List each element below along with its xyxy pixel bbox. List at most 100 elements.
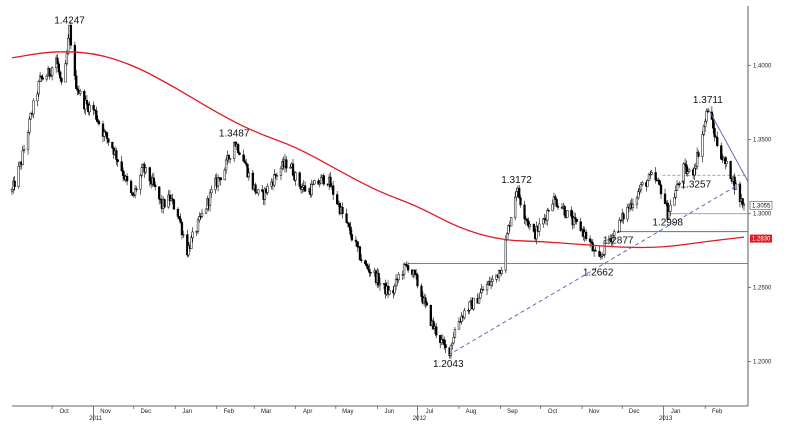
price-candle — [329, 171, 332, 188]
price-candle — [38, 71, 42, 83]
price-annotation-2: 1.3172 — [501, 175, 532, 186]
price-candle — [310, 179, 313, 198]
candle-body — [598, 251, 601, 257]
candle-body — [111, 141, 114, 149]
candle-body — [176, 209, 180, 217]
price-candle — [504, 235, 507, 274]
candle-body — [591, 242, 594, 252]
price-candle — [261, 184, 264, 193]
candle-body — [658, 180, 661, 186]
price-candle — [556, 203, 560, 210]
price-candle — [394, 273, 398, 291]
candle-body — [17, 165, 20, 187]
price-candle — [675, 180, 679, 192]
candle-body — [274, 174, 277, 176]
candle-body — [444, 344, 447, 348]
price-candle — [524, 215, 528, 226]
y-tick-label-1: 1.3500 — [753, 137, 772, 143]
price-candle — [575, 218, 578, 225]
price-candle — [650, 169, 653, 176]
price-candle — [57, 61, 60, 76]
candle-body — [190, 237, 193, 249]
candle-body — [682, 163, 685, 184]
price-candle — [101, 120, 105, 143]
price-candle — [685, 160, 688, 177]
candle-body — [104, 131, 107, 133]
y-tick-label-3: 1.2500 — [753, 285, 772, 291]
price-candle — [266, 183, 269, 196]
candle-body — [515, 191, 518, 198]
price-label-text: 1.3055 — [752, 203, 771, 209]
price-candle — [59, 70, 62, 82]
price-candle — [208, 189, 212, 212]
candle-body — [329, 176, 332, 188]
candle-body — [208, 192, 212, 206]
candle-body — [551, 203, 554, 211]
price-candle — [107, 138, 110, 146]
price-candle — [649, 170, 652, 180]
candle-body — [298, 172, 301, 187]
price-candle — [527, 217, 530, 229]
candle-body — [22, 148, 26, 152]
price-candle — [196, 217, 200, 235]
candle-body — [626, 206, 629, 220]
candle-body — [619, 219, 623, 222]
x-tick-label-13: Nov — [589, 409, 600, 415]
price-candle — [420, 283, 423, 302]
price-candle — [75, 70, 78, 90]
candle-body — [695, 152, 699, 167]
price-candle — [509, 217, 513, 227]
candle-body — [720, 145, 723, 160]
candle-body — [178, 216, 181, 220]
price-candle — [500, 266, 503, 277]
candle-body — [649, 174, 652, 176]
price-candle — [154, 181, 157, 191]
price-candle — [401, 270, 404, 281]
x-tick-label-1: Nov — [100, 409, 111, 415]
price-candle — [574, 212, 577, 224]
price-candle — [695, 147, 699, 170]
candle-body — [443, 339, 446, 345]
candle-body — [480, 289, 483, 294]
candle-body — [599, 255, 602, 258]
candle-body — [603, 240, 606, 255]
candle-body — [79, 91, 82, 94]
candle-body — [546, 210, 549, 221]
price-candle — [468, 301, 471, 314]
candle-body — [693, 167, 696, 176]
price-candle — [702, 124, 705, 137]
price-label-box — [750, 234, 772, 243]
candle-body — [485, 284, 489, 291]
price-annotation-7: 1.2662 — [583, 267, 614, 278]
price-candle — [542, 217, 545, 228]
price-candle — [599, 252, 602, 260]
price-candle — [159, 198, 162, 204]
candle-body — [435, 326, 438, 336]
candle-body — [406, 265, 410, 271]
candle-body — [311, 183, 315, 186]
price-candle — [519, 195, 522, 208]
price-candle — [600, 252, 604, 260]
moving-average-line-0 — [11, 51, 745, 249]
candle-body — [528, 224, 532, 227]
x-tick-label-5: Mar — [261, 409, 271, 415]
candle-body — [285, 159, 288, 169]
candle-body — [75, 75, 78, 89]
price-candle — [460, 312, 463, 325]
candle-body — [319, 176, 323, 184]
candle-body — [590, 241, 593, 244]
price-candle — [200, 208, 204, 219]
candle-body — [294, 172, 297, 181]
candle-body — [257, 189, 260, 194]
candle-body — [713, 127, 716, 137]
candle-body — [204, 208, 208, 214]
x-tick-label-9: Jul — [426, 409, 434, 415]
candle-body — [687, 169, 691, 172]
price-candle — [704, 118, 707, 133]
price-candle — [366, 263, 370, 271]
price-candle — [451, 342, 454, 350]
price-candle — [613, 229, 616, 240]
candle-body — [524, 218, 528, 220]
price-candle — [120, 155, 123, 173]
candle-body — [56, 57, 59, 65]
